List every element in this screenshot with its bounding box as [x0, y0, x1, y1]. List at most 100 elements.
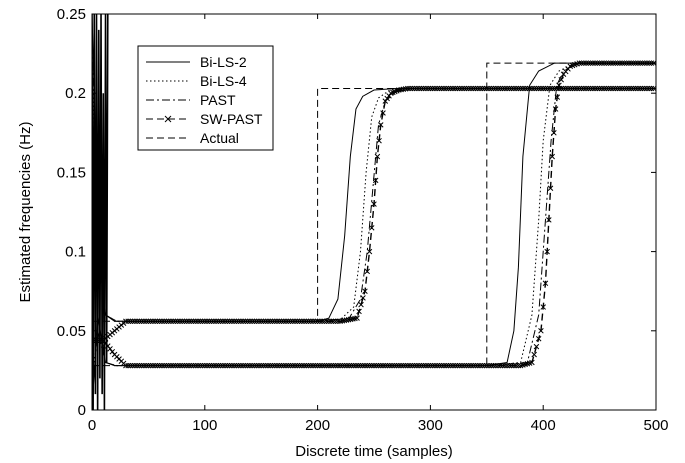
sw-past-marker — [136, 318, 143, 325]
sw-past-marker — [648, 85, 655, 92]
sw-past-marker — [168, 318, 174, 325]
sw-past-marker — [301, 318, 307, 325]
sw-past-marker — [376, 137, 382, 144]
sw-past-marker — [127, 318, 134, 325]
sw-past-marker — [434, 362, 440, 369]
sw-past-marker — [438, 85, 445, 92]
sw-past-marker — [608, 85, 614, 92]
sw-past-marker — [495, 362, 501, 369]
sw-past-marker — [335, 318, 341, 325]
sw-past-marker — [332, 362, 339, 369]
sw-past-marker — [193, 362, 199, 369]
sw-past-marker — [368, 362, 375, 369]
sw-past-marker — [459, 85, 465, 92]
sw-past-marker — [165, 362, 172, 369]
sw-past-marker — [129, 362, 136, 369]
x-tick-label: 200 — [305, 417, 330, 434]
x-tick-label: 400 — [531, 417, 556, 434]
sw-past-marker — [434, 85, 440, 92]
sw-past-marker — [150, 318, 156, 325]
sw-past-marker — [612, 85, 619, 92]
sw-past-marker — [314, 318, 321, 325]
sw-past-marker — [547, 85, 553, 92]
sw-past-marker — [235, 318, 242, 325]
sw-past-marker — [296, 362, 303, 369]
sw-past-marker — [154, 318, 161, 325]
sw-past-marker — [599, 85, 605, 92]
sw-past-marker — [287, 362, 294, 369]
sw-past-marker — [511, 85, 517, 92]
sw-past-marker — [242, 362, 249, 369]
sw-past-marker — [529, 359, 535, 366]
sw-past-marker — [353, 362, 359, 369]
y-tick-label: 0.15 — [57, 164, 86, 181]
sw-past-marker — [549, 85, 555, 92]
sw-past-marker — [560, 85, 567, 92]
sw-past-marker — [456, 85, 463, 92]
sw-past-marker — [438, 362, 445, 369]
sw-past-marker — [181, 318, 188, 325]
sw-past-marker — [206, 362, 213, 369]
sw-past-marker — [382, 362, 389, 369]
sw-past-marker — [256, 318, 262, 325]
sw-past-marker — [378, 362, 384, 369]
sw-past-marker — [368, 225, 375, 231]
sw-past-marker — [596, 60, 603, 66]
sw-past-marker — [303, 318, 310, 325]
sw-past-marker — [459, 362, 465, 369]
sw-past-marker — [199, 318, 206, 325]
sw-past-marker — [129, 318, 136, 325]
sw-past-marker — [283, 362, 289, 369]
sw-past-marker — [202, 318, 208, 325]
sw-past-marker — [373, 362, 380, 369]
sw-past-marker — [538, 85, 544, 92]
sw-past-marker — [499, 362, 506, 369]
sw-past-marker — [542, 280, 549, 287]
sw-past-marker — [335, 362, 341, 369]
sw-past-marker — [452, 85, 458, 92]
sw-past-marker — [468, 85, 474, 92]
legend-label: Bi-LS-2 — [200, 54, 247, 70]
sw-past-marker — [648, 60, 655, 66]
sw-past-marker — [486, 85, 492, 92]
sw-past-marker — [235, 362, 242, 369]
sw-past-marker — [470, 85, 477, 92]
sw-past-marker — [621, 60, 628, 66]
sw-past-marker — [161, 318, 167, 325]
sw-past-marker — [299, 362, 305, 369]
sw-past-marker — [599, 60, 605, 66]
sw-past-marker — [220, 362, 226, 369]
sw-past-marker — [549, 153, 555, 160]
sw-past-marker — [181, 362, 188, 369]
sw-past-marker — [436, 85, 443, 92]
sw-past-marker — [269, 318, 276, 325]
sw-past-marker — [274, 318, 280, 325]
sw-past-marker — [608, 60, 614, 66]
sw-past-marker — [569, 85, 576, 92]
sw-past-marker — [310, 362, 316, 369]
plot-frame — [91, 13, 657, 411]
sw-past-marker — [134, 318, 140, 325]
x-tick-label: 0 — [88, 417, 96, 434]
sw-past-marker — [630, 60, 637, 66]
sw-past-marker — [290, 362, 296, 369]
sw-past-marker — [641, 85, 648, 92]
sw-past-marker — [447, 362, 454, 369]
sw-past-marker — [463, 362, 470, 369]
sw-past-marker — [127, 362, 134, 369]
sw-past-marker — [366, 248, 373, 255]
sw-past-marker — [540, 85, 546, 92]
sw-past-marker — [132, 362, 138, 369]
sw-past-marker — [623, 60, 630, 66]
sw-past-marker — [265, 318, 271, 325]
sw-past-marker — [215, 318, 222, 325]
sw-past-marker — [590, 60, 596, 66]
sw-past-marker — [319, 318, 325, 325]
sw-past-marker — [147, 362, 154, 369]
sw-past-marker — [337, 362, 343, 369]
sw-past-marker — [134, 362, 140, 369]
sw-past-marker — [348, 362, 355, 369]
sw-past-marker — [265, 362, 271, 369]
sw-past-marker — [186, 318, 192, 325]
